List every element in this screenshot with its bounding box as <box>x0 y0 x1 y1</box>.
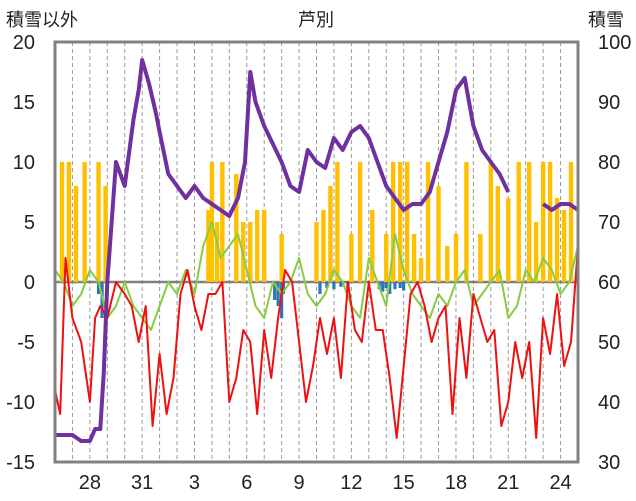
x-tick-label: 28 <box>79 472 101 494</box>
left-tick-label: 20 <box>13 32 35 54</box>
temperature-line <box>54 245 579 439</box>
right-tick-label: 90 <box>598 92 620 114</box>
left-tick-label: 10 <box>13 152 35 174</box>
left-tick-label: -10 <box>6 392 35 414</box>
x-tick-label: 18 <box>445 472 467 494</box>
blue-bar <box>384 282 388 288</box>
sun-bar <box>411 234 417 282</box>
series-lines <box>54 58 580 443</box>
left-tick-label: 5 <box>24 212 35 234</box>
snow-depth-line <box>55 58 511 443</box>
sun-bar <box>59 162 65 282</box>
sun-bar <box>335 162 340 282</box>
sun-bar <box>425 162 431 282</box>
x-tick-label: 21 <box>497 472 519 494</box>
sun-bar <box>506 198 511 282</box>
x-tick-label: 31 <box>131 472 153 494</box>
sun-bar <box>279 234 284 282</box>
x-tick-label: 6 <box>241 472 252 494</box>
blue-bar <box>318 282 322 294</box>
sun-bar <box>234 174 239 282</box>
sun-bar <box>554 198 560 282</box>
sun-bar <box>547 162 553 282</box>
right-tick-label: 70 <box>598 212 620 234</box>
x-tick-label: 12 <box>340 472 362 494</box>
sun-bar <box>464 162 469 282</box>
left-tick-label: -15 <box>6 452 35 474</box>
sun-bar <box>384 234 389 282</box>
sun-bar <box>255 210 260 282</box>
sun-bar <box>418 258 424 282</box>
sun-bar <box>248 222 253 282</box>
sun-bar <box>397 162 403 282</box>
sun-bar <box>82 162 87 282</box>
blue-bar <box>325 282 329 288</box>
sun-bar <box>103 186 108 282</box>
right-tick-label: 30 <box>598 452 620 474</box>
green-line <box>54 221 579 331</box>
blue-bar <box>381 282 385 292</box>
left-tick-label: 15 <box>13 92 35 114</box>
sun-bar <box>349 234 354 282</box>
right-tick-label: 50 <box>598 332 620 354</box>
sun-bar <box>314 222 319 282</box>
right-tick-label: 80 <box>598 152 620 174</box>
sun-bar <box>436 186 441 282</box>
blue-bar <box>276 282 280 306</box>
left-axis-ticks: 20 15 10 5 0 -5 -10 -15 <box>6 32 35 474</box>
x-tick-label: 15 <box>393 472 415 494</box>
sun-bar <box>391 162 396 282</box>
sun-bar <box>568 162 574 282</box>
blue-bar <box>388 282 392 294</box>
sun-bar <box>73 186 79 282</box>
right-tick-label: 40 <box>598 392 620 414</box>
left-axis-title: 積雪以外 <box>6 10 78 31</box>
blue-bar <box>273 282 277 300</box>
sun-bar <box>526 162 532 282</box>
chart-title: 芦別 <box>298 10 334 31</box>
sun-bar <box>404 162 410 282</box>
x-tick-label: 9 <box>294 472 305 494</box>
blue-bar <box>398 282 402 288</box>
sun-bar <box>478 234 483 282</box>
blue-bar <box>339 282 343 287</box>
blue-bar <box>96 282 101 294</box>
sun-bar <box>66 162 72 282</box>
sun-bar <box>533 222 539 282</box>
plot-frame <box>53 40 580 464</box>
sun-bar <box>516 162 521 282</box>
sun-bar <box>453 234 459 282</box>
sun-bars <box>59 162 574 282</box>
x-tick-label: 3 <box>189 472 200 494</box>
left-tick-label: 0 <box>24 272 35 294</box>
sun-bar <box>370 210 375 282</box>
blue-bar <box>332 282 336 290</box>
left-tick-label: -5 <box>17 332 35 354</box>
sun-bar <box>262 210 267 282</box>
right-tick-label: 100 <box>598 32 631 54</box>
right-tick-label: 60 <box>598 272 620 294</box>
blue-bar <box>402 282 406 291</box>
sun-bar <box>214 222 220 282</box>
sun-bar <box>96 162 101 282</box>
sun-bar <box>220 162 225 282</box>
x-axis-ticks: 28 31 3 6 9 12 15 18 21 24 <box>79 472 572 494</box>
sun-bar <box>357 162 363 282</box>
sun-bar <box>561 210 567 282</box>
snow-depth-line <box>541 202 580 212</box>
sun-bar <box>206 210 211 282</box>
right-axis-title: 積雪 <box>588 10 624 31</box>
sun-bar <box>328 186 333 282</box>
sun-bar <box>495 186 501 282</box>
right-axis-ticks: 100 90 80 70 60 50 40 30 <box>598 32 631 474</box>
blue-bar <box>393 282 397 290</box>
x-tick-label: 24 <box>549 472 571 494</box>
sun-bar <box>445 246 450 282</box>
sun-bar <box>488 162 494 282</box>
sun-bar <box>540 162 546 282</box>
sun-bar <box>321 210 326 282</box>
